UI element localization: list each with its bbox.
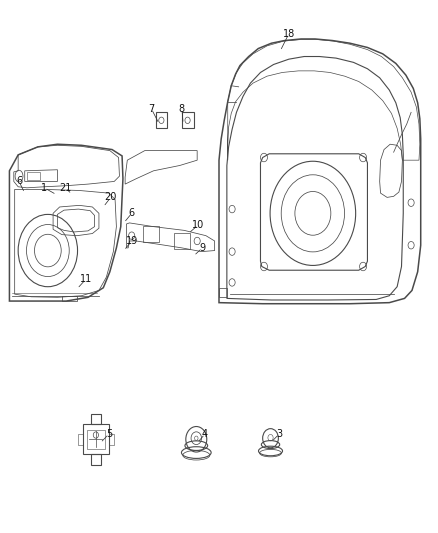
Text: 8: 8 bbox=[179, 103, 185, 114]
Text: 7: 7 bbox=[148, 103, 155, 114]
Text: 20: 20 bbox=[105, 192, 117, 203]
Text: 3: 3 bbox=[276, 429, 283, 439]
Text: 11: 11 bbox=[80, 274, 92, 284]
Text: 4: 4 bbox=[202, 429, 208, 439]
Text: 9: 9 bbox=[199, 243, 205, 253]
Text: 5: 5 bbox=[106, 429, 112, 439]
Text: 18: 18 bbox=[283, 29, 295, 39]
Text: 21: 21 bbox=[59, 183, 71, 193]
Text: 6: 6 bbox=[129, 208, 135, 219]
Text: 19: 19 bbox=[126, 236, 138, 246]
Text: 10: 10 bbox=[192, 220, 204, 230]
Text: 6: 6 bbox=[16, 176, 22, 187]
Text: 1: 1 bbox=[41, 183, 47, 193]
